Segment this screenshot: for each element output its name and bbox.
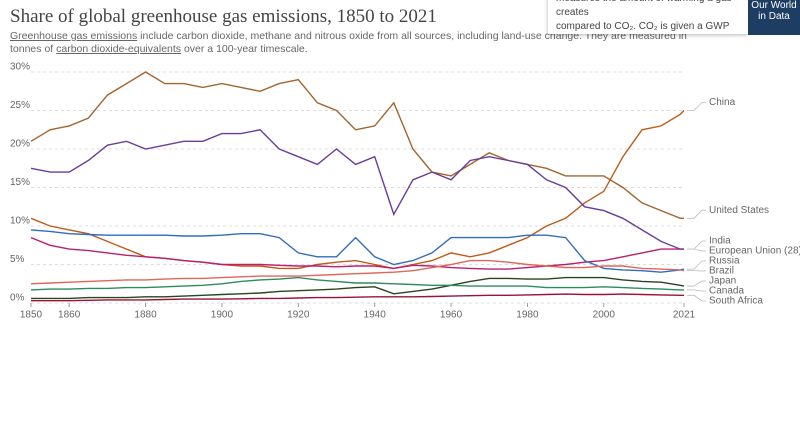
x-tick-label: 1920 [287,310,310,321]
logo[interactable]: Our World in Data [748,0,800,35]
x-tick-label: 1880 [134,310,157,321]
series-label: China [709,97,736,108]
series-line [30,276,684,291]
series-line [30,259,685,285]
series-label: Brazil [709,266,734,277]
series-line [30,229,685,273]
series-label: European Union (28) [709,246,800,257]
label-connector [687,248,706,252]
y-tick-label: 15% [10,177,30,188]
x-tick-label: 1900 [211,310,234,321]
chart-title: Share of global greenhouse gas emissions… [10,6,437,27]
label-connector [687,294,706,302]
label-connector [687,260,706,270]
y-tick-label: 20% [10,139,30,150]
series-line [30,71,684,219]
x-tick-label: 1860 [58,310,81,321]
x-tick-label: 1980 [516,310,539,321]
x-tick-label: 1850 [20,310,43,321]
y-tick-label: 0% [10,293,25,304]
subtitle-link[interactable]: carbon dioxide-equivalents [56,43,182,55]
x-tick-label: 1940 [364,310,387,321]
label-connector [687,209,706,219]
series-line [31,293,684,302]
label-connector [687,289,706,292]
y-tick-label: 30% [10,62,30,73]
logo-text: in Data [758,11,790,22]
tooltip-line: measures the amount of warming a gas cre… [556,0,732,18]
tooltip: measures the amount of warming a gas cre… [548,0,748,34]
tooltip-line: compared to CO₂. CO₂ is given a GWP valu… [556,21,730,32]
series-label: Japan [709,276,736,287]
x-tick-label: 2000 [593,310,616,321]
x-tick-label: 2021 [673,310,696,321]
series-label: Canada [709,286,744,297]
y-tick-label: 25% [10,100,30,111]
label-connector [687,101,706,111]
label-connector [687,240,706,250]
series-label: Russia [709,256,740,267]
series-line [31,276,685,300]
y-tick-label: 10% [10,216,30,227]
x-tick-label: 1960 [440,310,463,321]
series-line [30,110,685,270]
series-label: United States [709,205,769,216]
series-line [30,129,684,250]
subtitle-text: over a 100-year timescale. [181,43,308,55]
series-label: India [709,236,731,247]
subtitle-link[interactable]: Greenhouse gas emissions [10,30,138,42]
y-tick-label: 5% [10,254,25,265]
series-label: South Africa [709,296,763,307]
logo-text: Our World [751,0,797,11]
label-connector [687,280,706,287]
